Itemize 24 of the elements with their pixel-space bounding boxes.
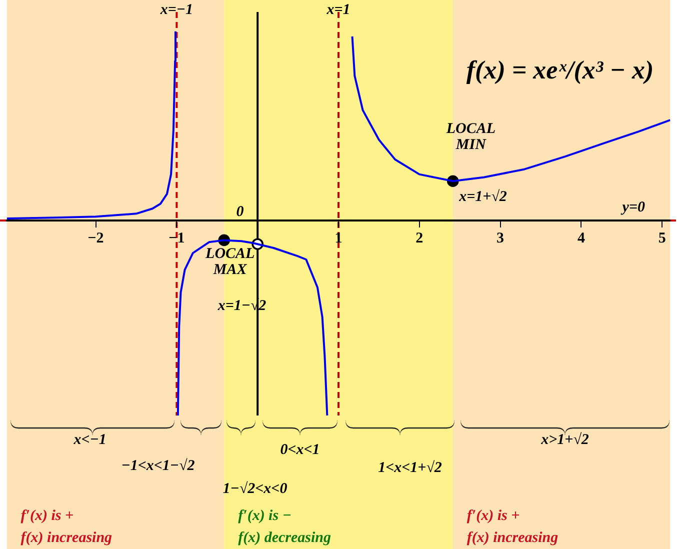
annotation: LOCAL MAX [204, 246, 255, 278]
ref-line-label: x=1 [326, 2, 350, 18]
annotation: x=1+√2 [458, 188, 508, 205]
text: x>1+√2 [540, 432, 590, 448]
ref-line-label: y=0 [620, 199, 646, 216]
x-tick-label: 2 [416, 230, 424, 246]
text: 1<x<1+√2 [378, 460, 442, 476]
x-tick-label: −1 [168, 230, 185, 246]
text: 0<x<1 [280, 442, 320, 458]
band-label: f′(x) is − f(x) decreasing [238, 508, 332, 546]
annotation: 0 [236, 204, 244, 220]
band-label: f′(x) is + f(x) increasing [20, 508, 113, 546]
text: f(x) = xeˣ/(x³ − x) [466, 56, 654, 85]
annotation: LOCAL MIN [445, 120, 496, 153]
x-tick-label: 3 [496, 230, 504, 246]
text: x<−1 [72, 432, 106, 448]
x-tick-label: 5 [658, 230, 666, 246]
ref-line-label: x=−1 [159, 2, 194, 18]
text: 1−√2<x<0 [222, 480, 288, 497]
x-tick-label: 1 [334, 230, 342, 246]
band-label: f′(x) is + f(x) increasing [466, 508, 559, 546]
x-tick-label: 4 [577, 230, 586, 246]
text: −1<x<1−√2 [121, 458, 196, 474]
x-tick-label: −2 [88, 230, 104, 246]
